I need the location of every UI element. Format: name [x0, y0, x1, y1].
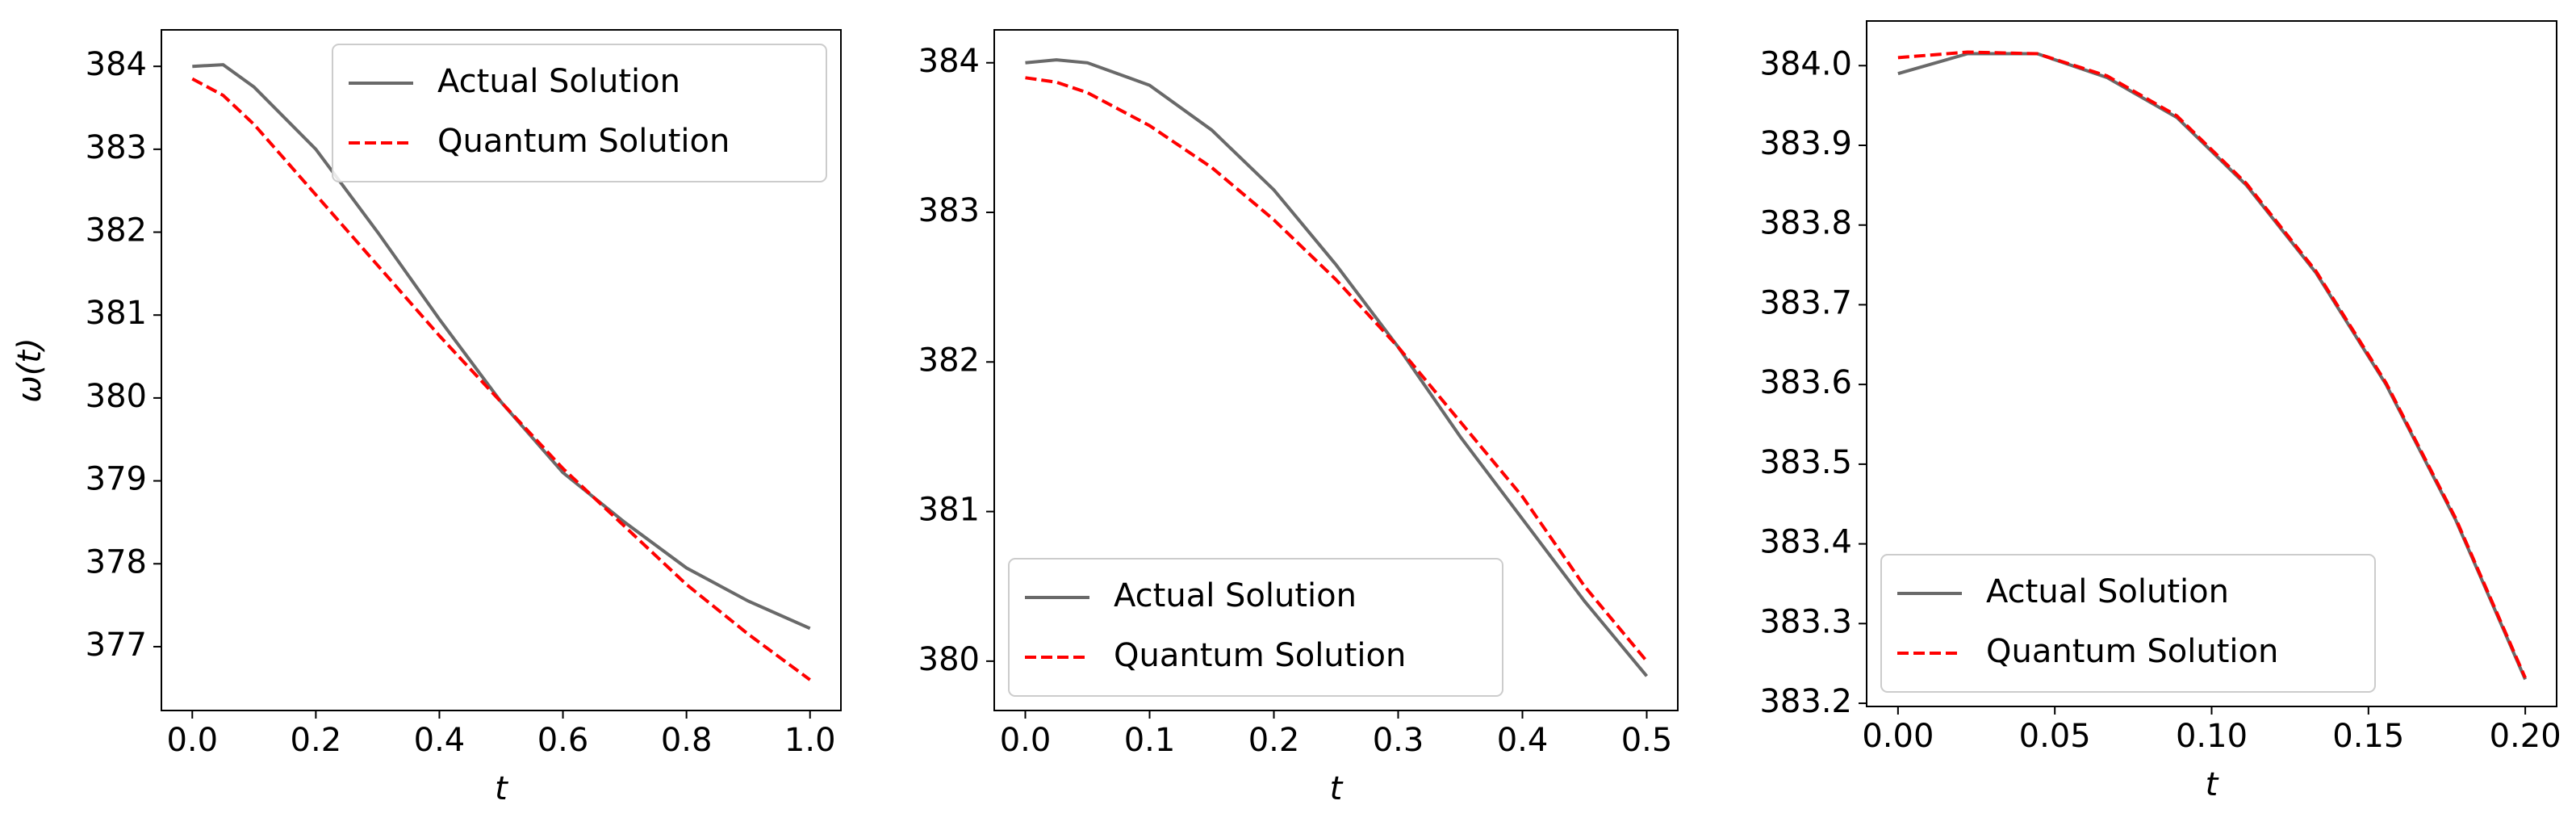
y-axis-label: ω(t) — [11, 337, 48, 402]
legend-label: Actual Solution — [1986, 573, 2229, 610]
x-tick-label: 0.2 — [291, 722, 342, 759]
x-tick-label: 0.05 — [2019, 718, 2091, 755]
y-tick-label: 380 — [86, 378, 147, 415]
x-axis-label: t — [495, 770, 508, 807]
x-tick-label: 1.0 — [784, 722, 836, 759]
chart: 377 378 379 380 381 382 383 384 0.0 0.2 0.4 0.6 0.8 1… — [11, 29, 842, 807]
y-tick-label: 383 — [86, 129, 147, 166]
legend-label: Quantum Solution — [1986, 633, 2278, 670]
y-tick-label: 383.8 — [1759, 205, 1852, 242]
y-tick-label: 380 — [918, 641, 980, 678]
y-tick-label: 381 — [918, 492, 980, 529]
x-tick-label: 0.2 — [1248, 722, 1300, 759]
series-line — [191, 77, 811, 681]
plot-frame — [161, 29, 842, 711]
y-tick-label: 377 — [86, 627, 147, 664]
y-tick-label: 383.2 — [1759, 683, 1852, 720]
x-tick-label: 0.15 — [2332, 718, 2404, 755]
y-tick-label: 384.0 — [1759, 45, 1852, 82]
legend-box — [1880, 554, 2376, 693]
y-tick-label: 383.6 — [1759, 364, 1852, 401]
x-tick-label: 0.6 — [537, 722, 589, 759]
legend-label: Actual Solution — [1114, 577, 1357, 614]
y-tick-label: 381 — [86, 295, 147, 332]
x-axis-label: t — [1330, 770, 1344, 807]
legend-label: Quantum Solution — [437, 123, 730, 160]
x-tick-label: 0.20 — [2490, 718, 2561, 755]
y-tick-label: 383.5 — [1759, 444, 1852, 481]
x-tick-label: 0.1 — [1124, 722, 1176, 759]
y-tick-label: 378 — [86, 543, 147, 581]
legend-label: Quantum Solution — [1114, 637, 1406, 674]
y-tick-label: 384 — [86, 46, 147, 83]
x-tick-label: 0.10 — [2176, 718, 2248, 755]
plot-frame — [993, 29, 1679, 711]
series-line — [1025, 76, 1649, 663]
y-tick-label: 382 — [86, 212, 147, 249]
chart: 383.2 383.3 383.4 383.5 383.6 383.7 383.8 383.9… — [1759, 20, 2561, 803]
x-tick-label: 0.4 — [414, 722, 466, 759]
x-axis-label: t — [2206, 766, 2219, 803]
y-tick-label: 383 — [918, 192, 980, 229]
legend-label: Actual Solution — [437, 63, 680, 100]
x-tick-label: 0.8 — [661, 722, 713, 759]
x-tick-label: 0.00 — [1862, 718, 1934, 755]
y-tick-label: 379 — [86, 461, 147, 498]
legend-box — [332, 44, 827, 182]
series-line — [192, 63, 811, 631]
y-tick-label: 383.4 — [1759, 524, 1852, 561]
series-line — [1897, 50, 2527, 679]
chart: 380 381 382 383 384 0.0 0.1 0.2 0.3 0.4 0.5 t Actual… — [918, 29, 1679, 807]
y-tick-label: 383.9 — [1759, 125, 1852, 162]
x-tick-label: 0.4 — [1497, 722, 1549, 759]
x-tick-label: 0.0 — [1000, 722, 1052, 759]
series-line — [1025, 58, 1649, 677]
y-tick-label: 383.7 — [1759, 284, 1852, 321]
x-tick-label: 0.3 — [1373, 722, 1424, 759]
y-tick-label: 382 — [918, 342, 980, 379]
legend-box — [1008, 558, 1503, 697]
x-tick-label: 0.0 — [166, 722, 218, 759]
y-tick-label: 384 — [918, 43, 980, 80]
y-tick-label: 383.3 — [1759, 603, 1852, 640]
x-tick-label: 0.5 — [1621, 722, 1673, 759]
